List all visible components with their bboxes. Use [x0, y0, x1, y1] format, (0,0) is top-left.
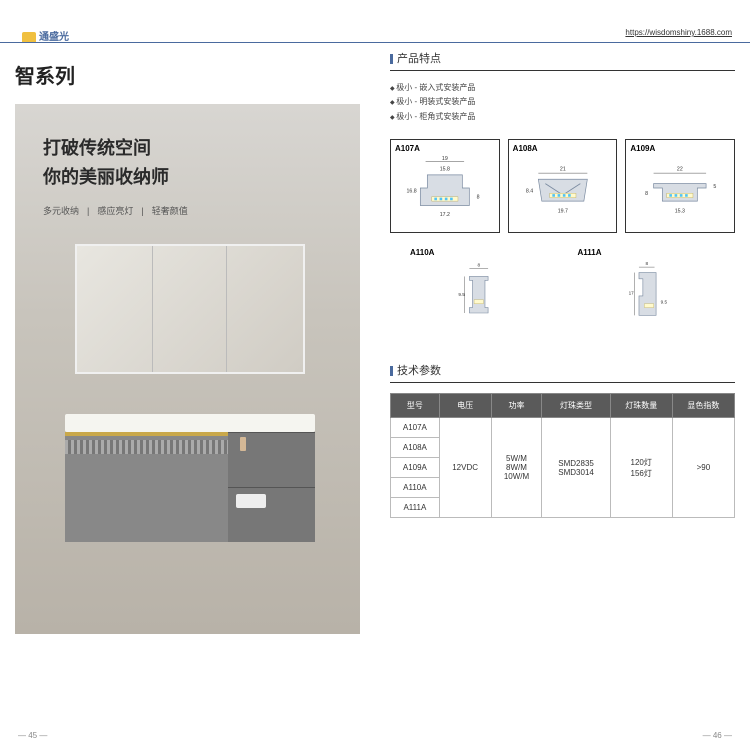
params-title: 技术参数: [390, 362, 735, 378]
diagram-a108: A108A 21 8.4 19.7: [508, 139, 618, 233]
hero-headline: 打破传统空间 你的美丽收纳师: [43, 134, 169, 192]
diagram-a110: A110A 8 9.5: [410, 248, 548, 332]
page-number-left: — 45 —: [18, 731, 47, 740]
features-title: 产品特点: [390, 50, 735, 66]
svg-text:22: 22: [677, 167, 683, 173]
vanity-cabinet: [65, 414, 315, 542]
series-title: 智系列: [15, 60, 360, 89]
diagram-a111: A111A 8 17 9.5: [578, 248, 716, 332]
left-page: 通盛光 智系列 打破传统空间 你的美丽收纳师 多元收纳|感应亮灯|轻奢颜值: [0, 0, 375, 750]
svg-text:8: 8: [645, 191, 648, 197]
svg-text:15.3: 15.3: [675, 209, 685, 215]
page-number-right: — 46 —: [703, 731, 732, 740]
diagram-a107: A107A 19 15.8 16.8 8 17.2: [390, 139, 500, 233]
svg-text:17.2: 17.2: [440, 212, 450, 218]
diagrams-row-2: A110A 8 9.5 A111A 8 17 9: [390, 248, 735, 332]
diagram-a109: A109A 22 8 5 15.3: [625, 139, 735, 233]
svg-text:9.5: 9.5: [458, 292, 465, 297]
url-link[interactable]: https://wisdomshiny.1688.com: [625, 28, 732, 37]
svg-text:15.8: 15.8: [440, 167, 450, 173]
mirror-cabinet: [75, 244, 305, 374]
svg-text:21: 21: [560, 167, 566, 173]
svg-text:17: 17: [628, 291, 634, 296]
hero-subtitle: 多元收纳|感应亮灯|轻奢颜值: [43, 204, 196, 217]
svg-text:16.8: 16.8: [406, 189, 416, 195]
features-list: 极小 - 嵌入式安装产品 极小 - 明装式安装产品 极小 - 柜角式安装产品: [390, 81, 735, 124]
svg-text:5: 5: [714, 184, 717, 190]
svg-text:8.4: 8.4: [526, 189, 533, 195]
diagrams-row-1: A107A 19 15.8 16.8 8 17.2 A108A 21: [390, 139, 735, 233]
product-hero-image: 打破传统空间 你的美丽收纳师 多元收纳|感应亮灯|轻奢颜值: [15, 104, 360, 634]
svg-text:19.7: 19.7: [557, 209, 567, 215]
svg-text:8: 8: [477, 263, 480, 268]
brand-label: 通盛光: [22, 28, 69, 43]
params-table: 型号 电压 功率 灯珠类型 灯珠数量 显色指数 A107A12VDC5W/M 8…: [390, 393, 735, 518]
right-page: https://wisdomshiny.1688.com 产品特点 极小 - 嵌…: [375, 0, 750, 750]
svg-text:19: 19: [442, 156, 448, 162]
svg-text:8: 8: [645, 261, 648, 266]
brand-icon: [22, 32, 36, 42]
svg-text:9.5: 9.5: [660, 300, 667, 305]
svg-text:8: 8: [477, 195, 480, 201]
